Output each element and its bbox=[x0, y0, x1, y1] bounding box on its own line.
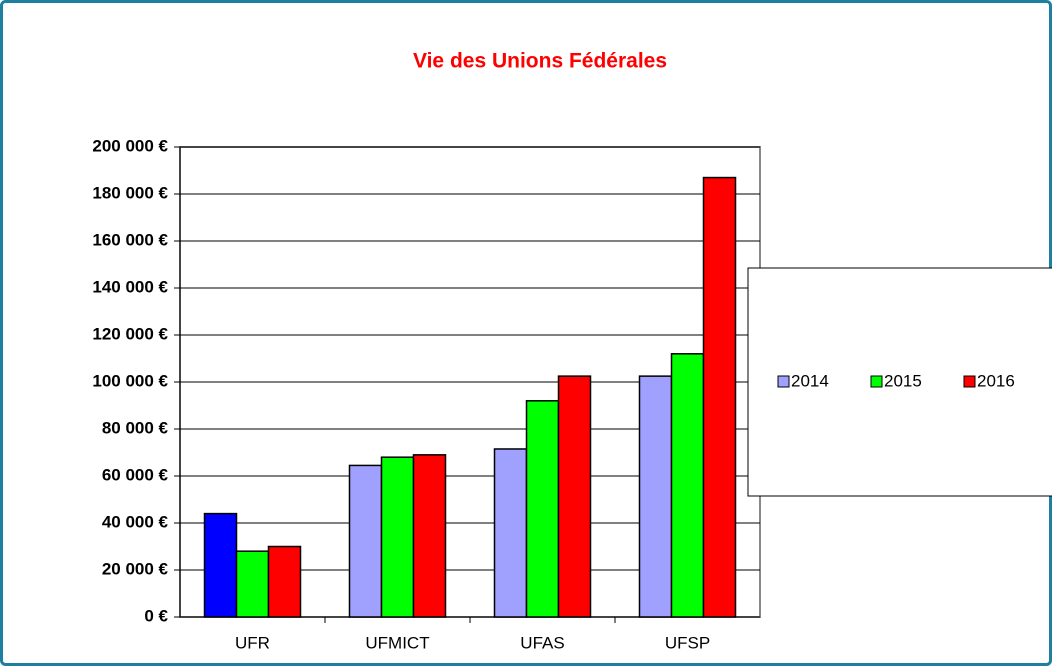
legend-label: 2015 bbox=[884, 371, 922, 390]
y-tick-label: 180 000 € bbox=[92, 183, 168, 202]
y-tick-label: 140 000 € bbox=[92, 277, 168, 296]
chart-title: Vie des Unions Fédérales bbox=[413, 50, 667, 73]
legend-box bbox=[747, 267, 1052, 497]
bar bbox=[638, 375, 673, 618]
x-tick-label: UFAS bbox=[520, 633, 564, 652]
bar bbox=[267, 545, 302, 618]
y-tick-label: 20 000 € bbox=[102, 559, 169, 578]
x-tick-label: UFMICT bbox=[365, 633, 429, 652]
bar bbox=[493, 448, 528, 618]
y-tick-label: 40 000 € bbox=[102, 512, 169, 531]
bar bbox=[525, 400, 560, 618]
x-tick-label: UFSP bbox=[665, 633, 710, 652]
y-tick-label: 160 000 € bbox=[92, 230, 168, 249]
bar bbox=[380, 456, 415, 618]
x-tick-label: UFR bbox=[235, 633, 270, 652]
bar bbox=[203, 512, 238, 618]
legend-swatch bbox=[777, 375, 790, 388]
bar bbox=[670, 353, 705, 618]
bar bbox=[235, 550, 270, 618]
legend-swatch bbox=[870, 375, 883, 388]
y-tick-label: 80 000 € bbox=[102, 418, 169, 437]
y-tick-label: 200 000 € bbox=[92, 136, 168, 155]
legend-swatch bbox=[963, 375, 976, 388]
y-tick-label: 0 € bbox=[144, 606, 168, 625]
y-tick-label: 100 000 € bbox=[92, 371, 168, 390]
y-tick-label: 60 000 € bbox=[102, 465, 169, 484]
bar bbox=[702, 176, 737, 618]
bar bbox=[348, 464, 383, 618]
legend-label: 2014 bbox=[791, 371, 829, 390]
legend-label: 2016 bbox=[977, 371, 1015, 390]
y-tick-label: 120 000 € bbox=[92, 324, 168, 343]
bar bbox=[412, 454, 447, 618]
bar bbox=[557, 375, 592, 618]
